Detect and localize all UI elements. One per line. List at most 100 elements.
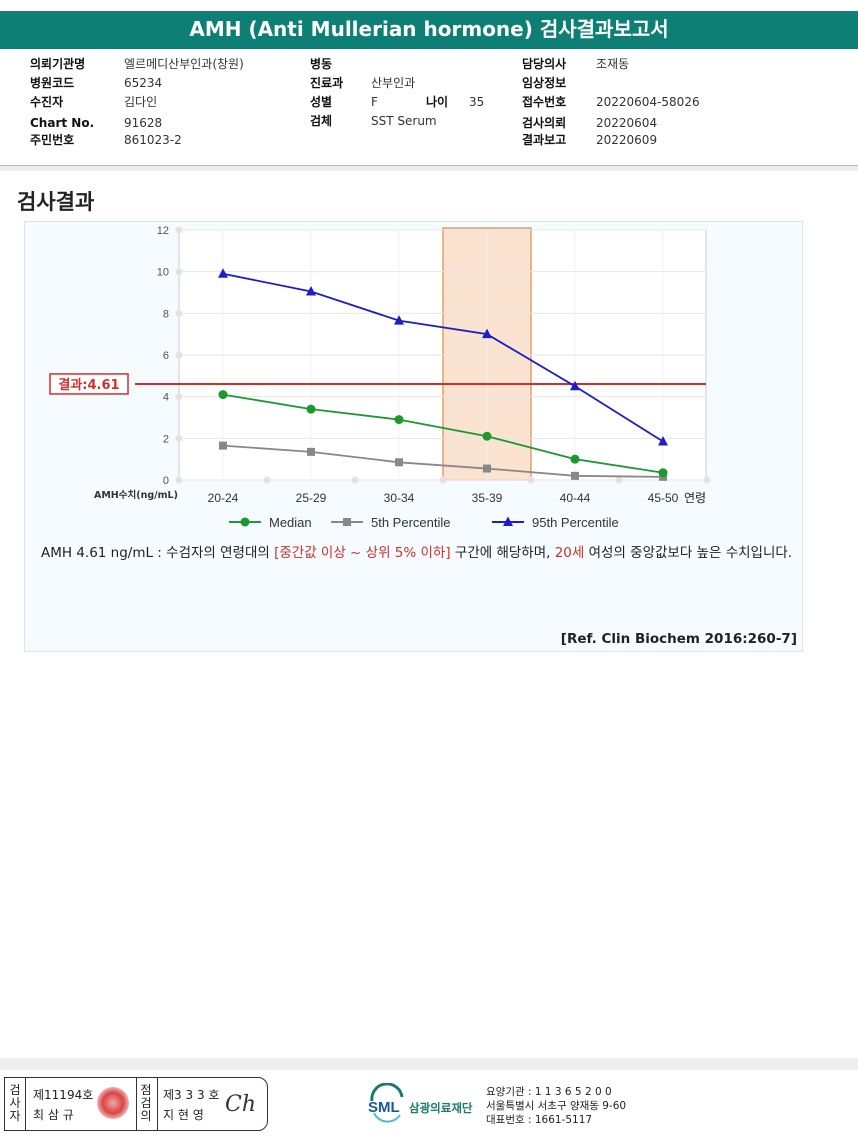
point-median bbox=[394, 415, 404, 425]
x-tick-dot bbox=[439, 476, 447, 484]
label-specimen: 검체 bbox=[310, 114, 333, 128]
value-chart-no: 91628 bbox=[124, 116, 163, 130]
inspector-char: 사 bbox=[9, 1096, 21, 1110]
x-tick-dot bbox=[527, 476, 535, 484]
reviewer-signature: Ch bbox=[225, 1092, 257, 1117]
y-tick-dot bbox=[175, 476, 183, 484]
value-hospital-code: 65234 bbox=[124, 76, 163, 90]
legend-label-95th-percentile: 95th Percentile bbox=[532, 515, 619, 530]
footer-band bbox=[0, 1058, 858, 1070]
inspector-char: 검 bbox=[9, 1083, 21, 1097]
label-result-report: 결과보고 bbox=[522, 133, 567, 147]
y-tick-dot bbox=[175, 351, 183, 359]
y-tick-dot bbox=[175, 309, 183, 317]
org-info: 요양기관 : 1 1 3 6 5 2 0 0 서울특별시 서초구 양재동 9-6… bbox=[486, 1085, 626, 1127]
result-label: 결과:4.61 bbox=[58, 377, 119, 393]
point-median bbox=[482, 431, 492, 441]
value-specimen: SST Serum bbox=[371, 114, 437, 128]
label-clinical-info: 임상정보 bbox=[522, 76, 567, 90]
legend-marker-5th-percentile bbox=[343, 518, 351, 526]
org-name: 삼광의료재단 bbox=[409, 1101, 473, 1115]
stamp-divider bbox=[25, 1078, 26, 1130]
point-95th-percentile bbox=[394, 315, 404, 325]
point-95th-percentile bbox=[482, 328, 492, 339]
value-doctor: 조재동 bbox=[596, 57, 630, 71]
point-95th-percentile bbox=[658, 435, 668, 446]
signature-stamp-box: 검 사 자 제11194호 최 삼 규 점 검 의 제3 3 3 호 지 현 영… bbox=[4, 1077, 268, 1131]
reviewer-char: 의 bbox=[140, 1109, 152, 1123]
y-tick-label: 10 bbox=[157, 267, 169, 279]
section-title: 검사결과 bbox=[17, 190, 95, 214]
value-test-request: 20220604 bbox=[596, 116, 658, 130]
org-address: 서울특별시 서초구 양재동 9-60 bbox=[486, 1100, 627, 1112]
y-tick-label: 6 bbox=[163, 350, 169, 362]
label-department: 진료과 bbox=[310, 76, 344, 90]
y-tick-label: 4 bbox=[163, 392, 169, 404]
reviewer-name: 지 현 영 bbox=[163, 1108, 204, 1122]
value-result-report: 20220609 bbox=[596, 133, 658, 147]
value-resident-number: 861023-2 bbox=[124, 133, 182, 147]
org-code: 요양기관 : 1 1 3 6 5 2 0 0 bbox=[486, 1086, 612, 1098]
stamp-divider bbox=[136, 1078, 137, 1130]
x-tick-label: 45-50 bbox=[648, 491, 679, 505]
inspector-license: 제11194호 bbox=[33, 1088, 94, 1102]
legend-marker-95th-percentile bbox=[503, 516, 513, 526]
point-95th-percentile bbox=[306, 285, 316, 296]
reviewer-char: 검 bbox=[140, 1096, 152, 1110]
label-chart-no: Chart No. bbox=[30, 116, 95, 130]
y-tick-dot bbox=[175, 226, 183, 234]
y-tick-label: 0 bbox=[163, 475, 169, 487]
x-tick-label: 25-29 bbox=[296, 491, 327, 505]
y-tick-dot bbox=[175, 393, 183, 401]
point-5th-percentile bbox=[571, 471, 579, 480]
reviewer-vertical-label: 점 검 의 bbox=[139, 1084, 153, 1123]
point-median bbox=[218, 390, 228, 400]
point-median bbox=[658, 468, 668, 478]
x-tick-dot bbox=[615, 476, 623, 484]
point-5th-percentile bbox=[307, 447, 315, 456]
y-tick-dot bbox=[175, 434, 183, 442]
patient-info: 의뢰기관명 엘르메디산부인과(창원) 병원코드 65234 수진자 김다인 Ch… bbox=[0, 50, 858, 165]
section-separator bbox=[0, 165, 858, 171]
point-95th-percentile bbox=[570, 380, 580, 391]
series-line-median bbox=[222, 393, 664, 474]
value-patient-name: 김다인 bbox=[124, 95, 158, 109]
sml-logo-icon: SML bbox=[368, 1083, 404, 1123]
legend-label-median: Median bbox=[269, 515, 312, 530]
point-median bbox=[306, 404, 316, 414]
series-line-95th-percentile bbox=[222, 272, 664, 443]
point-95th-percentile bbox=[218, 268, 228, 278]
value-requesting-institution: 엘르메디산부인과(창원) bbox=[124, 57, 244, 71]
legend-label-5th-percentile: 5th Percentile bbox=[371, 515, 451, 530]
y-tick-label: 8 bbox=[163, 308, 169, 320]
inspector-name: 최 삼 규 bbox=[33, 1108, 74, 1122]
label-sex: 성별 bbox=[310, 95, 333, 109]
label-requesting-institution: 의뢰기관명 bbox=[30, 57, 86, 71]
x-tick-label: 40-44 bbox=[560, 491, 591, 505]
label-resident-number: 주민번호 bbox=[30, 133, 75, 147]
point-5th-percentile bbox=[395, 458, 403, 467]
comment-text-1: AMH 4.61 ng/mL : 수검자의 연령대의 bbox=[41, 545, 275, 561]
label-age: 나이 bbox=[426, 95, 449, 109]
x-tick-label: 35-39 bbox=[472, 491, 503, 505]
stamp-divider bbox=[157, 1078, 158, 1130]
point-5th-percentile bbox=[483, 464, 491, 473]
comment-age: 20세 bbox=[554, 545, 585, 561]
x-tick-dot bbox=[351, 476, 359, 484]
label-receipt-number: 접수번호 bbox=[522, 95, 567, 109]
y-tick-label: 2 bbox=[163, 433, 169, 445]
report-title: AMH (Anti Mullerian hormone) 검사결과보고서 bbox=[0, 11, 858, 48]
x-tick-dot bbox=[703, 476, 711, 484]
org-phone: 대표번호 : 1661-5117 bbox=[486, 1114, 593, 1126]
point-median bbox=[570, 454, 580, 464]
inspector-char: 자 bbox=[9, 1109, 21, 1123]
comment-range: [중간값 이상 ~ 상위 5% 이하] bbox=[274, 545, 451, 561]
x-axis-label: 연령 bbox=[684, 491, 706, 505]
seal-stamp bbox=[97, 1087, 129, 1119]
value-department: 산부인과 bbox=[371, 76, 416, 90]
title-divider bbox=[0, 48, 858, 49]
label-hospital-code: 병원코드 bbox=[30, 76, 75, 90]
series-line-5th-percentile bbox=[222, 444, 664, 478]
result-comment: AMH 4.61 ng/mL : 수검자의 연령대의 [중간값 이상 ~ 상위 … bbox=[41, 543, 811, 564]
comment-text-2: 구간에 해당하며, bbox=[450, 545, 555, 561]
